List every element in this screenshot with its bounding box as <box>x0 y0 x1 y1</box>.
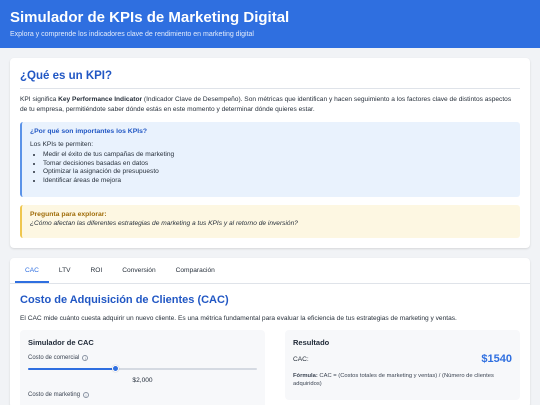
kpi-intro-text-suffix: (Indicador Clave de Desempeño). Son métr… <box>20 96 512 113</box>
result-title: Resultado <box>293 338 330 347</box>
question-text: ¿Cómo afectan las diferentes estrategias… <box>30 220 298 227</box>
info-icon[interactable]: i <box>82 355 89 361</box>
importance-box: ¿Por qué son importantes los KPIs? Los K… <box>20 122 520 197</box>
costo-comercial-value: $2,000 <box>132 377 153 384</box>
app-subtitle: Explora y comprende los indicadores clav… <box>10 31 254 38</box>
kpi-tabs-card: CAC LTV ROI Conversión Comparación Costo… <box>10 258 530 405</box>
result-value: $1540 <box>481 353 512 365</box>
question-box: Pregunta para explorar: ¿Cómo afectan la… <box>20 205 520 238</box>
list-item: Medir el éxito de tus campañas de market… <box>43 151 512 160</box>
result-row: CAC: $1540 <box>293 353 512 365</box>
cac-section: Costo de Adquisición de Clientes (CAC) E… <box>10 284 530 322</box>
app-title: Simulador de KPIs de Marketing Digital <box>10 9 290 26</box>
tab-cac[interactable]: CAC <box>15 258 49 283</box>
list-item: Optimizar la asignación de presupuesto <box>43 168 512 177</box>
kpi-intro-text-prefix: KPI significa <box>20 96 59 103</box>
simulator-title: Simulador de CAC <box>28 338 94 347</box>
tab-roi[interactable]: ROI <box>90 267 103 274</box>
tab-conversion[interactable]: Conversión <box>122 267 156 274</box>
formula-label: Fórmula: <box>293 373 318 379</box>
divider <box>20 88 520 89</box>
field-label-costo-marketing: Costo de marketing i <box>28 392 257 398</box>
list-item: Identificar áreas de mejora <box>43 177 512 186</box>
field-label-costo-comercial: Costo de comercial i <box>28 355 257 361</box>
question-title: Pregunta para explorar: <box>30 211 107 218</box>
info-icon[interactable]: i <box>83 392 90 398</box>
cac-title: Costo de Adquisición de Clientes (CAC) <box>20 294 229 306</box>
kpi-intro-text: KPI significa Key Performance Indicator … <box>20 95 520 114</box>
field-label-text: Costo de marketing <box>28 392 81 398</box>
formula-text: CAC = (Costos totales de marketing y ven… <box>293 373 494 387</box>
result-label: CAC: <box>293 355 309 363</box>
tab-bar: CAC LTV ROI Conversión Comparación <box>10 258 530 284</box>
kpi-intro-card: ¿Qué es un KPI? KPI significa Key Perfor… <box>10 58 530 248</box>
field-label-text: Costo de comercial <box>28 355 80 361</box>
importance-title: ¿Por qué son importantes los KPIs? <box>30 128 148 135</box>
kpi-intro-title: ¿Qué es un KPI? <box>20 70 113 82</box>
tab-ltv[interactable]: LTV <box>58 267 71 274</box>
cac-result: Resultado CAC: $1540 Fórmula: CAC = (Cos… <box>285 330 520 400</box>
kpi-intro-text-bold: Key Performance Indicator <box>58 96 143 103</box>
list-item: Tomar decisiones basadas en datos <box>43 160 512 169</box>
slider-fill <box>28 368 116 370</box>
app-header: Simulador de KPIs de Marketing Digital E… <box>0 0 540 48</box>
cac-simulator: Simulador de CAC Costo de comercial i $2… <box>20 330 265 405</box>
slider-track <box>28 368 257 370</box>
importance-lead: Los KPIs te permiten: <box>30 141 94 148</box>
costo-comercial-slider[interactable] <box>28 365 257 373</box>
slider-thumb[interactable] <box>111 365 119 372</box>
tab-comparacion[interactable]: Comparación <box>175 267 215 274</box>
result-formula: Fórmula: CAC = (Costos totales de market… <box>293 372 512 388</box>
cac-description: El CAC mide cuánto cuesta adquirir un nu… <box>20 315 457 322</box>
importance-list: Medir el éxito de tus campañas de market… <box>43 151 512 185</box>
